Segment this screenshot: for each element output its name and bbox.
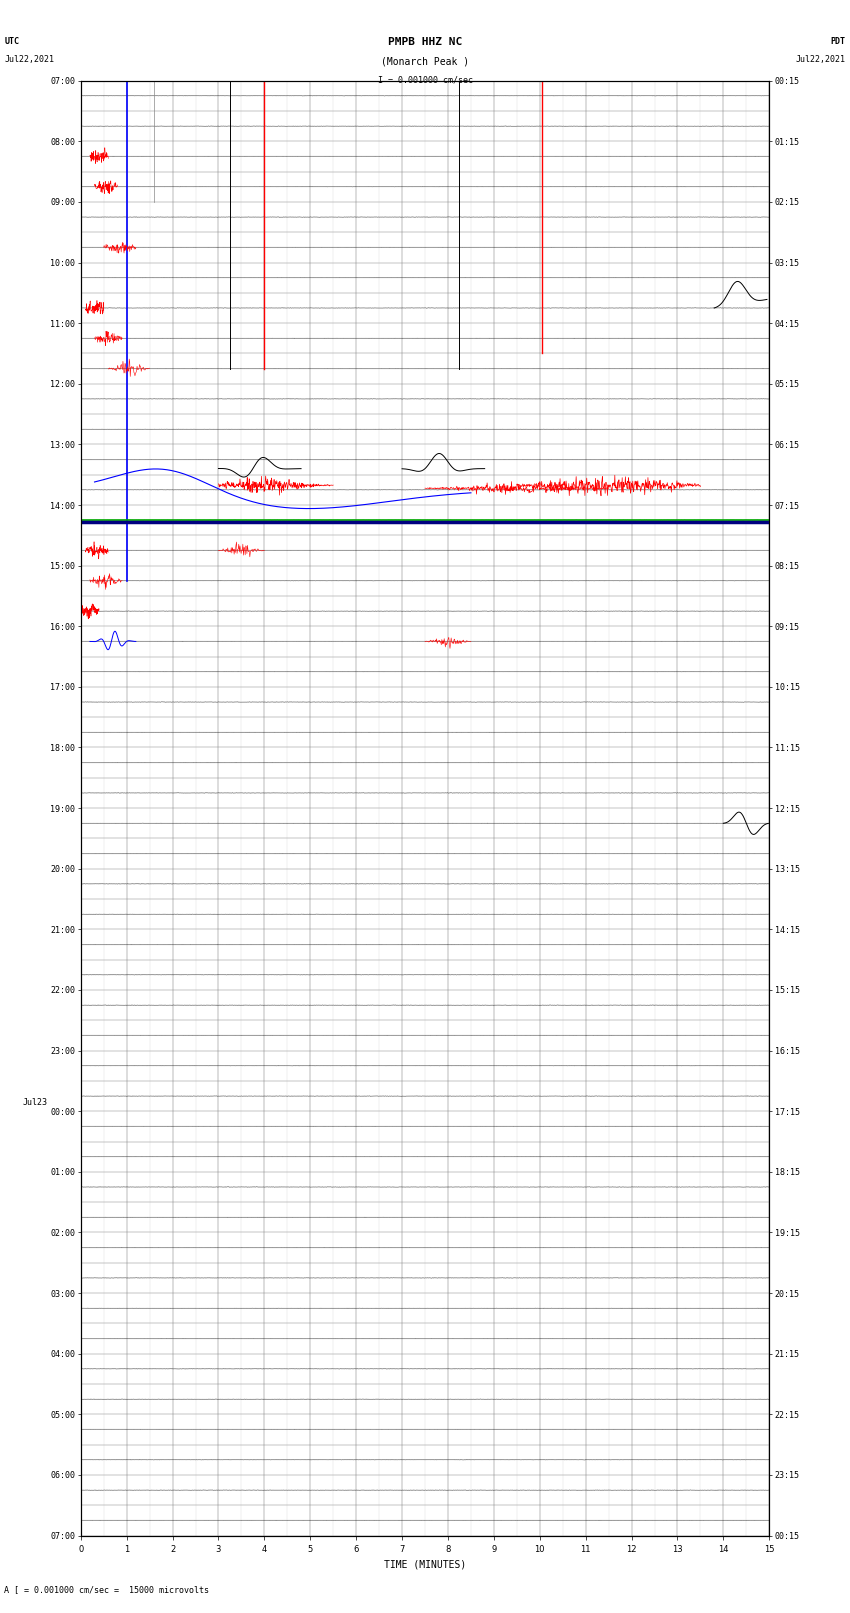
Text: I = 0.001000 cm/sec: I = 0.001000 cm/sec bbox=[377, 76, 473, 85]
Text: UTC: UTC bbox=[4, 37, 20, 47]
X-axis label: TIME (MINUTES): TIME (MINUTES) bbox=[384, 1560, 466, 1569]
Text: PDT: PDT bbox=[830, 37, 846, 47]
Text: Jul22,2021: Jul22,2021 bbox=[796, 55, 846, 65]
Text: PMPB HHZ NC: PMPB HHZ NC bbox=[388, 37, 462, 47]
Text: (Monarch Peak ): (Monarch Peak ) bbox=[381, 56, 469, 66]
Text: A [ = 0.001000 cm/sec =  15000 microvolts: A [ = 0.001000 cm/sec = 15000 microvolts bbox=[4, 1584, 209, 1594]
Text: Jul23: Jul23 bbox=[23, 1098, 48, 1107]
Text: Jul22,2021: Jul22,2021 bbox=[4, 55, 54, 65]
